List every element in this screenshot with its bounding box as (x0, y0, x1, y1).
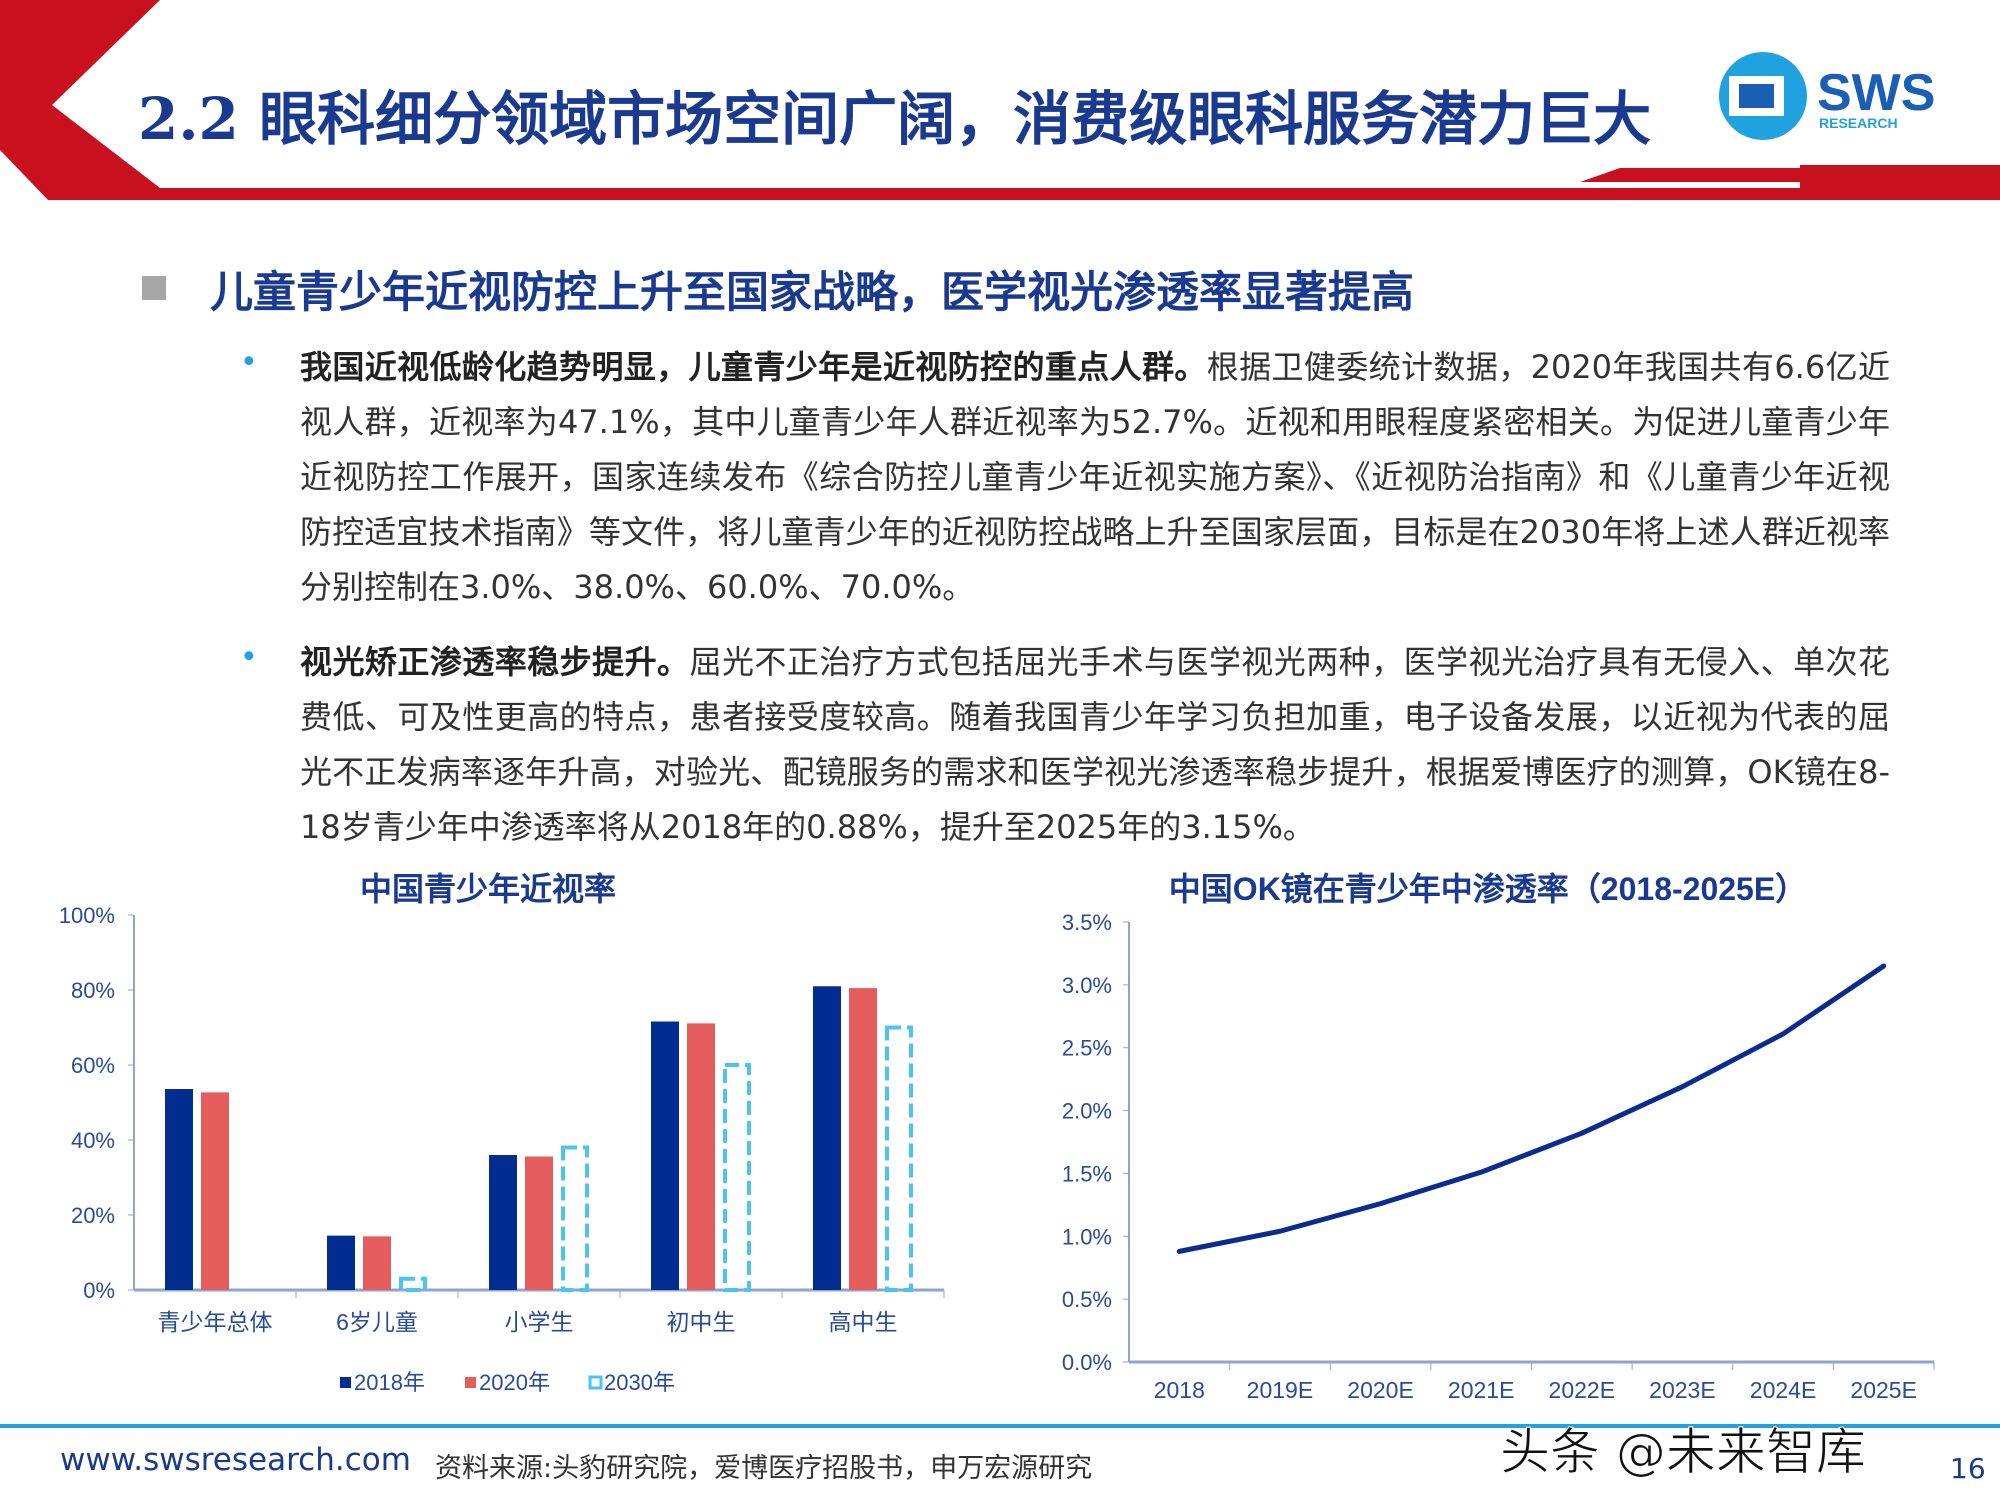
bullet-list: • 我国近视低龄化趋势明显，儿童青少年是近视防控的重点人群。根据卫健委统计数据，… (240, 340, 1890, 875)
legend-swatch (465, 1377, 476, 1388)
bar-2018年 (327, 1235, 355, 1290)
bullet-bold: 视光矫正渗透率稳步提升。 (300, 643, 690, 681)
bar-2030年 (723, 1063, 751, 1292)
bullet-item: • 我国近视低龄化趋势明显，儿童青少年是近视防控的重点人群。根据卫健委统计数据，… (240, 340, 1890, 615)
x-tick-label: 青少年总体 (158, 1309, 273, 1335)
y-tick-label: 0% (83, 1278, 115, 1303)
watermark: 头条 @未来智库 (1500, 1423, 1867, 1482)
footer-source: 资料来源:头豹研究院，爱博医疗招股书，申万宏源研究 (435, 1453, 1093, 1484)
svg-text:RESEARCH: RESEARCH (1819, 115, 1898, 131)
bullet-dot-icon: • (240, 345, 258, 380)
legend-label: 2018年 (354, 1370, 425, 1395)
x-tick-label: 2018 (1154, 1377, 1205, 1403)
x-tick-label: 2024E (1750, 1377, 1817, 1403)
bar-2030年 (561, 1145, 589, 1292)
y-tick-label: 2.0% (1062, 1099, 1112, 1124)
y-tick-label: 1.0% (1062, 1224, 1112, 1249)
bullet-text: 根据卫健委统计数据，2020年我国共有6.6亿近视人群，近视率为47.1%，其中… (300, 348, 1890, 606)
page-number: 16 (1950, 1452, 1986, 1485)
bullet-paragraph-1: 我国近视低龄化趋势明显，儿童青少年是近视防控的重点人群。根据卫健委统计数据，20… (300, 340, 1890, 615)
x-tick-label: 2020E (1347, 1377, 1414, 1403)
y-tick-label: 0.5% (1062, 1287, 1112, 1312)
y-tick-label: 80% (71, 978, 115, 1003)
bullet-paragraph-2: 视光矫正渗透率稳步提升。屈光不正治疗方式包括屈光手术与医学视光两种，医学视光治疗… (300, 635, 1890, 855)
legend-label: 2020年 (479, 1370, 550, 1395)
bar-2020年 (201, 1092, 229, 1290)
y-tick-label: 100% (59, 903, 115, 928)
x-tick-label: 高中生 (829, 1309, 898, 1335)
x-tick-label: 2022E (1549, 1377, 1616, 1403)
x-tick-label: 初中生 (667, 1309, 736, 1335)
chart-title: 中国OK镜在青少年中渗透率（2018-2025E） (1169, 871, 1807, 907)
legend-label: 2030年 (604, 1370, 675, 1395)
legend-swatch (340, 1377, 351, 1388)
y-tick-label: 3.0% (1062, 973, 1112, 998)
data-line (1176, 963, 1887, 1254)
bar-2018年 (489, 1155, 517, 1290)
legend-swatch (588, 1375, 603, 1390)
y-tick-label: 60% (71, 1053, 115, 1078)
bar-2018年 (165, 1089, 193, 1290)
bar-2020年 (849, 988, 877, 1290)
section-square-icon (142, 276, 166, 300)
y-tick-label: 0.0% (1062, 1350, 1112, 1375)
x-tick-label: 2019E (1247, 1377, 1314, 1403)
y-tick-label: 3.5% (1062, 910, 1112, 935)
bar-2030年 (399, 1276, 427, 1292)
bar-2030年 (885, 1025, 913, 1292)
footer-divider (0, 1424, 2000, 1428)
bullet-dot-icon: • (240, 640, 258, 675)
footer-url[interactable]: www.swsresearch.com (60, 1442, 411, 1478)
y-tick-label: 40% (71, 1128, 115, 1153)
bar-chart: 中国青少年近视率 0% 20% 40% 60% 80% 100% 青少年总体 6岁儿童 小学生 初中… (59, 871, 945, 1395)
x-tick-label: 小学生 (505, 1309, 574, 1335)
x-tick-label: 6岁儿童 (336, 1309, 418, 1335)
y-tick-label: 2.5% (1062, 1036, 1112, 1061)
chart-title: 中国青少年近视率 (360, 871, 616, 907)
bullet-item: • 视光矫正渗透率稳步提升。屈光不正治疗方式包括屈光手术与医学视光两种，医学视光… (240, 635, 1890, 855)
bar-2020年 (525, 1156, 553, 1290)
bar-2020年 (687, 1023, 715, 1290)
svg-text:SWS: SWS (1817, 64, 1935, 122)
x-tick-label: 2025E (1850, 1377, 1917, 1403)
x-tick-label: 2021E (1448, 1377, 1515, 1403)
bullet-text: 屈光不正治疗方式包括屈光手术与医学视光两种，医学视光治疗具有无侵入、单次花费低、… (300, 643, 1890, 846)
page-title: 2.2 眼科细分领域市场空间广阔，消费级眼科服务潜力巨大 (138, 85, 1652, 153)
section-heading: 儿童青少年近视防控上升至国家战略，医学视光渗透率显著提高 (210, 268, 1414, 318)
sws-logo: SWS RESEARCH (1715, 48, 1965, 148)
y-tick-label: 1.5% (1062, 1161, 1112, 1186)
y-tick-label: 20% (71, 1203, 115, 1228)
header-banner (0, 0, 2000, 200)
bar-2020年 (363, 1236, 391, 1290)
bar-2018年 (651, 1021, 679, 1290)
line-chart: 中国OK镜在青少年中渗透率（2018-2025E） 0.0% 0.5% 1.0% 1.5… (1062, 871, 1935, 1403)
x-tick-label: 2023E (1649, 1377, 1716, 1403)
bar-2018年 (813, 986, 841, 1290)
bullet-bold: 我国近视低龄化趋势明显，儿童青少年是近视防控的重点人群。 (300, 348, 1207, 386)
